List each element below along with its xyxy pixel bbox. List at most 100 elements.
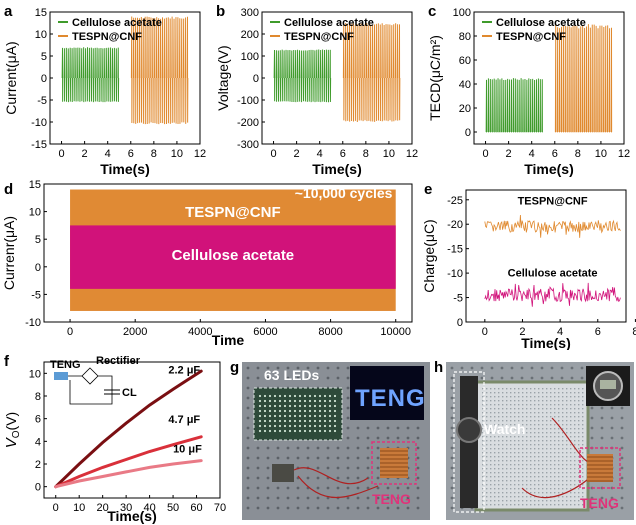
breadboard-hole [498,484,500,486]
breadboard-hole [522,408,524,410]
breadboard-hole [498,388,500,390]
breadboard-hole [578,396,580,398]
breadboard-hole [550,456,552,458]
breadboard-hole [526,456,528,458]
wires-g [293,467,379,499]
pegboard-hole [286,506,290,510]
led-dot [328,404,332,408]
pegboard-hole [246,506,250,510]
breadboard-hole [558,492,560,494]
pegboard-hole [326,506,330,510]
breadboard-hole [510,408,512,410]
pegboard-hole [416,476,420,480]
led-dot [308,424,312,428]
breadboard-hole [558,504,560,506]
breadboard-hole [526,496,528,498]
breadboard-hole [534,480,536,482]
breadboard-hole [534,416,536,418]
breadboard-hole [502,500,504,502]
breadboard-hole [486,444,488,446]
breadboard-hole [562,428,564,430]
breadboard-hole [514,440,516,442]
y-tick-label: 0 [35,262,41,274]
breadboard-hole [506,496,508,498]
led-dot [333,429,337,433]
pegboard-hole [620,416,624,420]
led-dot [288,404,292,408]
breadboard-hole [566,408,568,410]
breadboard-hole [562,468,564,470]
pegboard-hole [316,476,320,480]
pegboard-hole [620,486,624,490]
breadboard-hole [518,412,520,414]
x-axis-label: Time(s) [100,161,150,177]
breadboard-hole [482,420,484,422]
led-dot [333,424,337,428]
breadboard-hole [522,472,524,474]
led-dot [288,414,292,418]
y-tick-label: 0 [41,73,47,85]
pegboard-hole [346,416,350,420]
pegboard-hole [276,496,280,500]
pegboard-hole [620,476,624,480]
breadboard-hole [518,416,520,418]
breadboard-hole [486,460,488,462]
breadboard-hole [558,444,560,446]
breadboard-hole [494,388,496,390]
led-dot [303,424,307,428]
breadboard-hole [558,496,560,498]
pegboard-hole [346,426,350,430]
circuit-box [272,464,294,482]
breadboard-hole [534,420,536,422]
pegboard-hole [246,396,250,400]
breadboard-hole [538,396,540,398]
teng-label-g: TENG [372,491,411,507]
breadboard-hole [546,392,548,394]
y-tick-label: 4 [35,436,41,448]
breadboard-hole [498,416,500,418]
pegboard-hole [316,506,320,510]
breadboard-hole [542,488,544,490]
breadboard-hole [534,432,536,434]
x-axis-label: Time(s) [521,335,571,350]
pegboard-hole [356,496,360,500]
led-dot [293,424,297,428]
breadboard-hole [562,408,564,410]
pegboard-hole [276,376,280,380]
breadboard-hole [534,388,536,390]
breadboard-hole [582,388,584,390]
breadboard-hole [486,412,488,414]
band-cellulose-acetate [70,225,396,289]
breadboard-hole [546,440,548,442]
led-dot [298,414,302,418]
breadboard-hole [582,440,584,442]
pegboard-hole [600,416,604,420]
pegboard-hole [256,466,260,470]
breadboard-hole [538,404,540,406]
breadboard-hole [550,464,552,466]
pegboard-hole [500,376,504,380]
breadboard-hole [538,388,540,390]
breadboard-hole [546,444,548,446]
led-dot [298,419,302,423]
pegboard-hole [540,366,544,370]
breadboard-hole [486,424,488,426]
teng-source-icon [54,372,68,380]
breadboard-hole [490,444,492,446]
breadboard-hole [566,468,568,470]
x-tick-label: 10 [73,502,85,514]
breadboard-hole [518,396,520,398]
led-dot [318,424,322,428]
breadboard-hole [526,404,528,406]
breadboard-hole [570,452,572,454]
breadboard-hole [502,492,504,494]
plot-frame [43,183,413,323]
led-dot [263,399,267,403]
pegboard-hole [246,456,250,460]
pegboard-hole [286,486,290,490]
breadboard-hole [526,408,528,410]
breadboard-hole [578,496,580,498]
pegboard-hole [450,476,454,480]
breadboard-hole [530,484,532,486]
breadboard-hole [518,500,520,502]
